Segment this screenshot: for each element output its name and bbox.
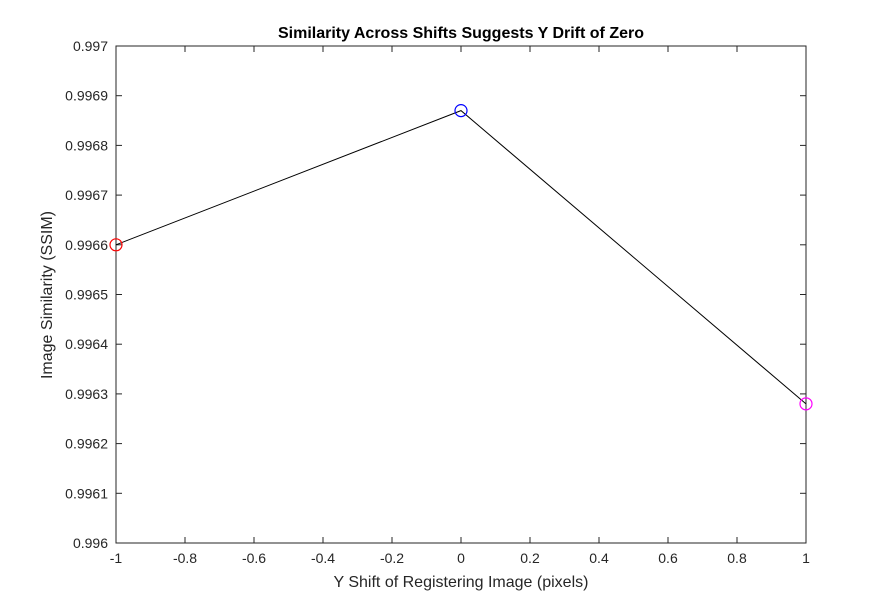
x-tick-label: -1 <box>110 550 123 566</box>
x-tick-label: 1 <box>802 550 810 566</box>
y-tick-label: 0.9962 <box>65 436 108 452</box>
y-tick-label: 0.996 <box>73 535 108 551</box>
y-tick-label: 0.9964 <box>65 336 108 352</box>
data-point-marker <box>799 397 813 411</box>
x-tick-label: 0 <box>457 550 465 566</box>
x-tick-label: 0.4 <box>589 550 609 566</box>
y-axis-label: Image Similarity (SSIM) <box>39 211 56 379</box>
y-tick-label: 0.997 <box>73 38 108 54</box>
x-tick-label: -0.6 <box>242 550 266 566</box>
x-tick-label: 0.6 <box>658 550 678 566</box>
y-tick-label: 0.9963 <box>65 386 108 402</box>
x-tick-label: -0.8 <box>173 550 197 566</box>
x-tick-label: 0.8 <box>727 550 747 566</box>
y-tick-label: 0.9967 <box>65 187 108 203</box>
data-point-marker <box>109 238 123 252</box>
y-tick-label: 0.9968 <box>65 137 108 153</box>
y-tick-label: 0.9961 <box>65 485 108 501</box>
x-tick-label: -0.4 <box>311 550 335 566</box>
chart-title: Similarity Across Shifts Suggests Y Drif… <box>278 25 644 42</box>
y-tick-label: 0.9965 <box>65 287 108 303</box>
plot-area-box <box>115 45 807 544</box>
x-tick-label: -0.2 <box>380 550 404 566</box>
data-point-marker <box>454 104 468 118</box>
x-axis-label: Y Shift of Registering Image (pixels) <box>334 574 589 591</box>
y-tick-label: 0.9966 <box>65 237 108 253</box>
y-tick-label: 0.9969 <box>65 88 108 104</box>
series-line <box>115 110 807 405</box>
x-tick-label: 0.2 <box>520 550 540 566</box>
